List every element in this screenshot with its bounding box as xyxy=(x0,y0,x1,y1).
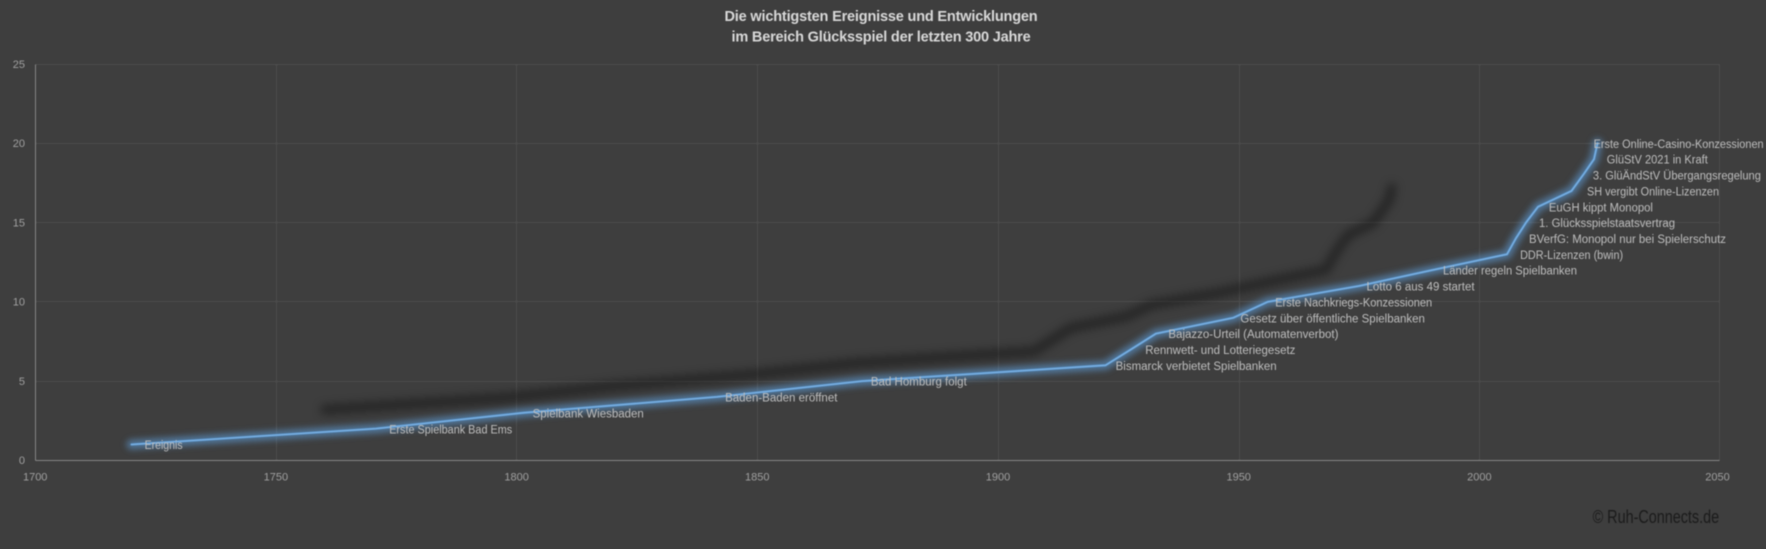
svg-text:15: 15 xyxy=(13,217,25,229)
svg-text:Baden-Baden eröffnet: Baden-Baden eröffnet xyxy=(725,393,838,405)
svg-text:25: 25 xyxy=(13,59,25,71)
svg-text:Bismarck verbietet Spielbanken: Bismarck verbietet Spielbanken xyxy=(1116,361,1277,373)
svg-text:BVerfG: Monopol nur bei Spiele: BVerfG: Monopol nur bei Spielerschutz xyxy=(1529,234,1726,246)
svg-text:2000: 2000 xyxy=(1467,472,1491,484)
svg-text:im Bereich Glücksspiel der let: im Bereich Glücksspiel der letzten 300 J… xyxy=(732,30,1031,46)
svg-text:Erste Spielbank Bad Ems: Erste Spielbank Bad Ems xyxy=(389,424,512,436)
svg-text:1700: 1700 xyxy=(23,472,47,484)
svg-text:EuGH kippt Monopol: EuGH kippt Monopol xyxy=(1549,202,1653,214)
svg-text:1950: 1950 xyxy=(1226,472,1250,484)
svg-text:1850: 1850 xyxy=(745,472,769,484)
svg-text:5: 5 xyxy=(19,376,25,388)
svg-text:1800: 1800 xyxy=(504,472,528,484)
svg-text:2050: 2050 xyxy=(1705,472,1729,484)
svg-text:Ereignis: Ereignis xyxy=(145,440,183,452)
svg-text:20: 20 xyxy=(13,138,25,150)
svg-text:1. Glücksspielstaatsvertrag: 1. Glücksspielstaatsvertrag xyxy=(1539,218,1675,230)
svg-text:Erste Online-Casino-Konzession: Erste Online-Casino-Konzessionen xyxy=(1594,139,1764,151)
svg-text:Spielbank Wiesbaden: Spielbank Wiesbaden xyxy=(533,408,644,420)
svg-text:1750: 1750 xyxy=(264,472,288,484)
svg-text:10: 10 xyxy=(13,297,25,309)
svg-text:Die wichtigsten Ereignisse und: Die wichtigsten Ereignisse und Entwicklu… xyxy=(725,9,1038,25)
svg-text:GlüStV 2021 in Kraft: GlüStV 2021 in Kraft xyxy=(1607,155,1709,167)
svg-text:1900: 1900 xyxy=(986,472,1010,484)
svg-text:© Ruh-Connects.de: © Ruh-Connects.de xyxy=(1593,507,1720,527)
svg-text:SH vergibt Online-Lizenzen: SH vergibt Online-Lizenzen xyxy=(1587,186,1719,198)
svg-text:DDR-Lizenzen (bwin): DDR-Lizenzen (bwin) xyxy=(1520,250,1623,262)
svg-text:0: 0 xyxy=(19,455,25,467)
svg-text:Länder regeln Spielbanken: Länder regeln Spielbanken xyxy=(1443,266,1577,278)
svg-text:Bajazzo-Urteil (Automatenverbo: Bajazzo-Urteil (Automatenverbot) xyxy=(1168,329,1338,341)
svg-text:Lotto 6 aus 49 startet: Lotto 6 aus 49 startet xyxy=(1367,282,1476,294)
svg-text:Rennwett- und Lotteriegesetz: Rennwett- und Lotteriegesetz xyxy=(1145,345,1295,357)
svg-text:Gesetz über öffentliche Spielb: Gesetz über öffentliche Spielbanken xyxy=(1240,313,1425,325)
svg-text:Erste Nachkriegs-Konzessionen: Erste Nachkriegs-Konzessionen xyxy=(1275,297,1432,309)
svg-text:Bad Homburg folgt: Bad Homburg folgt xyxy=(871,377,968,389)
svg-text:3. GlüÄndStV Übergangsregelung: 3. GlüÄndStV Übergangsregelung xyxy=(1593,171,1761,183)
